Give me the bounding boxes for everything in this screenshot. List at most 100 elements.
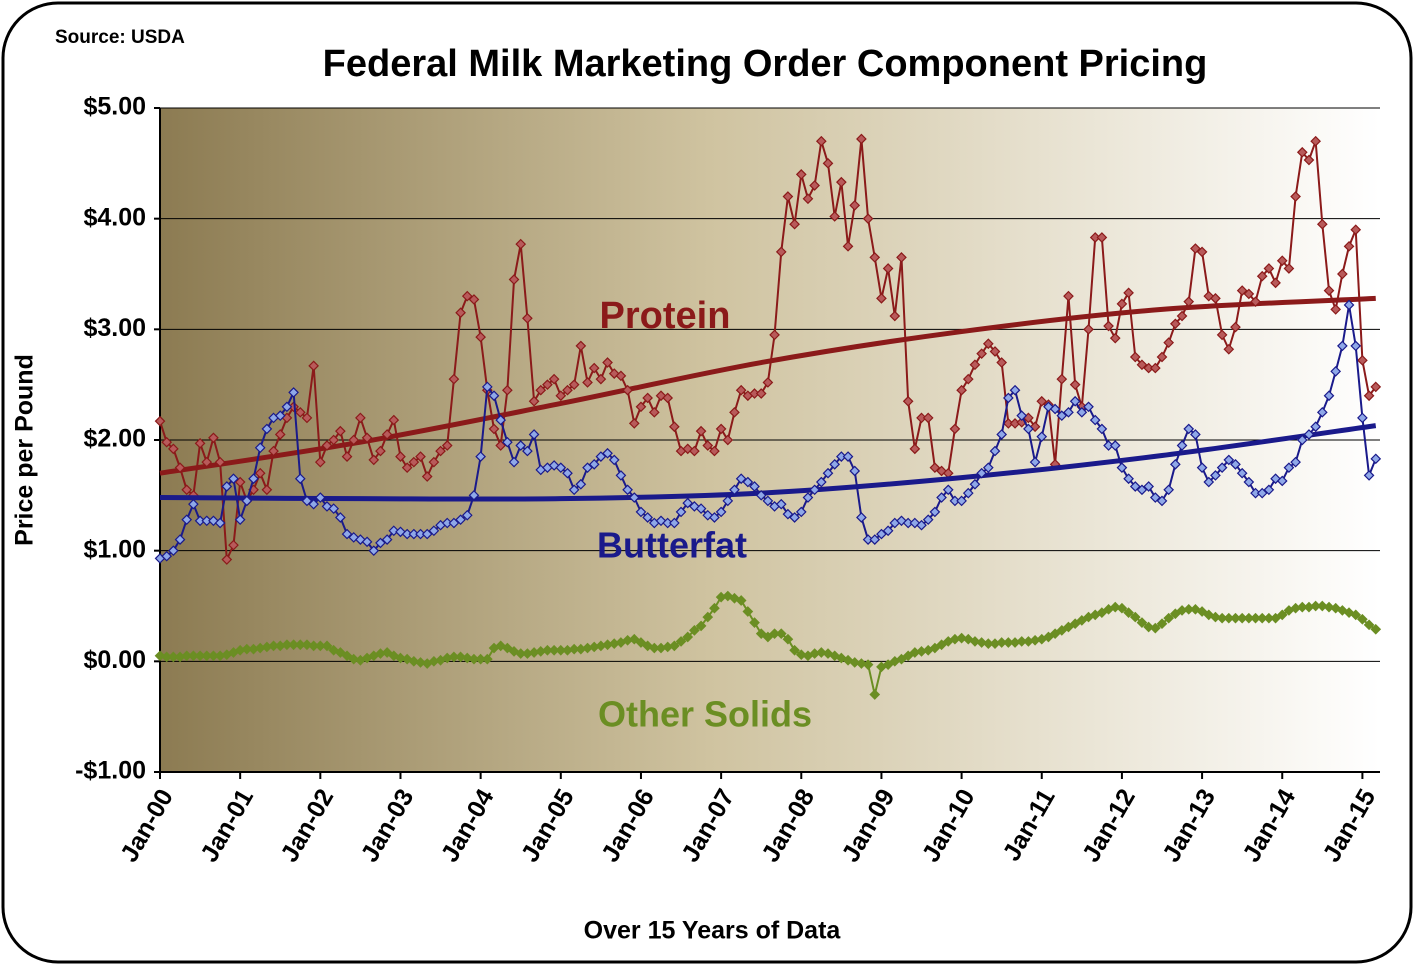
- data-point: [508, 456, 520, 468]
- series-label: Protein: [600, 295, 731, 337]
- data-point: [154, 415, 166, 427]
- series-label: Butterfat: [597, 525, 747, 566]
- data-point: [809, 180, 820, 191]
- data-point: [448, 373, 460, 385]
- data-point: [1210, 292, 1221, 304]
- data-point: [989, 445, 1001, 457]
- data-point: [1337, 268, 1348, 280]
- data-point: [1109, 601, 1121, 613]
- data-point: [1243, 476, 1255, 488]
- data-point: [1170, 608, 1181, 620]
- data-point: [428, 456, 440, 468]
- data-point: [1123, 607, 1134, 618]
- data-point: [1156, 618, 1168, 630]
- data-point: [682, 631, 694, 643]
- data-point: [1136, 484, 1148, 496]
- y-tick-label: $1.00: [83, 535, 146, 563]
- data-point: [1083, 401, 1094, 413]
- data-point: [1063, 621, 1074, 633]
- data-point: [635, 637, 647, 648]
- data-point: [1370, 453, 1382, 465]
- data-point: [1370, 623, 1382, 635]
- data-point: [1176, 310, 1188, 322]
- data-point: [789, 218, 800, 230]
- data-point: [535, 384, 547, 396]
- data-point: [341, 528, 353, 540]
- data-point: [675, 636, 687, 647]
- data-point: [1223, 454, 1235, 466]
- data-point: [1276, 255, 1288, 267]
- data-point: [1296, 146, 1308, 158]
- data-point: [1156, 495, 1168, 507]
- data-point: [695, 503, 707, 514]
- data-point: [335, 647, 346, 658]
- data-point: [675, 506, 687, 518]
- data-point: [1303, 429, 1315, 440]
- data-point: [508, 274, 520, 285]
- data-point: [962, 487, 974, 499]
- data-point: [161, 550, 173, 562]
- data-point: [956, 632, 967, 644]
- data-point: [468, 294, 480, 305]
- data-point: [1310, 135, 1321, 147]
- data-point: [755, 388, 767, 399]
- data-point: [582, 377, 593, 388]
- data-point: [562, 467, 573, 479]
- data-point: [882, 659, 894, 671]
- data-point: [1223, 343, 1235, 355]
- data-point: [261, 423, 273, 435]
- data-point: [502, 384, 513, 396]
- data-point: [876, 528, 887, 540]
- data-point: [1023, 423, 1034, 435]
- data-point: [1283, 263, 1295, 274]
- data-point: [909, 443, 921, 455]
- data-point: [314, 492, 326, 503]
- data-point: [862, 659, 874, 671]
- data-point: [575, 478, 587, 490]
- y-tick-label: -$1.00: [75, 757, 146, 785]
- data-point: [709, 512, 720, 523]
- data-point: [922, 514, 934, 526]
- data-point: [575, 340, 587, 352]
- data-point: [1116, 298, 1128, 310]
- data-point: [548, 373, 560, 385]
- data-point: [1149, 492, 1161, 503]
- data-point: [294, 406, 306, 418]
- data-point: [1350, 340, 1362, 352]
- data-point: [201, 456, 213, 468]
- data-point: [288, 387, 299, 398]
- data-point: [321, 640, 333, 652]
- data-point: [562, 384, 573, 396]
- data-point: [976, 637, 987, 648]
- data-point: [1357, 354, 1368, 366]
- data-point: [842, 451, 854, 462]
- data-point: [709, 445, 720, 457]
- data-point: [1290, 456, 1301, 468]
- data-point: [1250, 296, 1261, 308]
- data-point: [628, 633, 640, 645]
- data-point: [782, 191, 794, 202]
- data-point: [555, 462, 567, 474]
- data-point: [1316, 218, 1328, 230]
- data-point: [1129, 611, 1141, 623]
- data-point: [869, 689, 881, 700]
- data-point: [735, 473, 747, 485]
- data-point: [1036, 395, 1048, 407]
- data-point: [515, 238, 527, 250]
- data-point: [1196, 462, 1208, 474]
- data-point: [1069, 395, 1081, 407]
- data-point: [1163, 612, 1175, 624]
- data-point: [1129, 481, 1141, 492]
- data-point: [762, 377, 774, 388]
- data-point: [168, 545, 179, 557]
- data-point: [849, 465, 861, 477]
- data-point: [174, 462, 186, 474]
- data-point: [982, 462, 994, 474]
- data-point: [669, 421, 680, 433]
- data-point: [715, 423, 727, 435]
- data-point: [348, 653, 360, 665]
- data-point: [1357, 613, 1368, 625]
- data-point: [428, 525, 440, 537]
- data-point: [368, 454, 380, 466]
- data-point: [361, 432, 373, 444]
